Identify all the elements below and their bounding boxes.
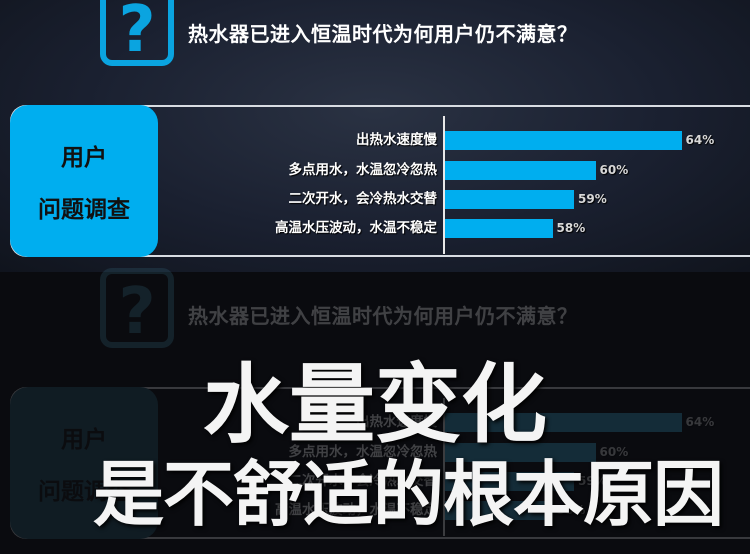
survey-label-line1: 用户 [61,145,107,171]
category-label: 二次开水，会冷热水交替 [288,191,438,207]
value-label: 58% [556,221,586,235]
faded-survey-label-line2: 问题调查 [38,479,130,505]
faded-survey-label-line1: 用户 [61,427,107,453]
faded-survey-card: ? 热水器已进入恒温时代为何用户仍不满意？ 用户 问题调查 出热水速度慢 64% 多… [0,268,750,554]
faded-chart-axis [443,398,445,536]
bar [445,190,574,209]
bar [445,472,574,491]
value-label: 60% [599,445,629,459]
category-label: 二次开水，会冷热水交替 [288,473,438,489]
category-label: 出热水速度慢 [356,132,437,148]
bar [445,501,553,520]
value-label: 60% [599,163,629,177]
faded-question-mark-icon: ? [100,268,174,349]
category-label: 高温水压波动，水温不稳定 [275,220,437,236]
bar [445,413,682,432]
value-label: 58% [556,503,586,517]
faded-title: 热水器已进入恒温时代为何用户仍不满意？ [188,304,578,328]
category-label: 多点用水，水温忽冷忽热 [288,444,438,460]
value-label: 64% [685,415,715,429]
value-label: 64% [685,133,715,147]
bar [445,443,596,462]
value-label: 59% [578,474,607,488]
category-label: 出热水速度慢 [356,414,437,430]
question-mark-icon: ? [100,0,174,67]
survey-label-line2: 问题调查 [38,197,130,223]
bar [445,219,553,238]
survey-section: ? 热水器已进入恒温时代为何用户仍不满意？ 用户 问题调查 出热水速度慢 64% 多… [0,0,750,272]
survey-card: ? 热水器已进入恒温时代为何用户仍不满意？ 用户 问题调查 出热水速度慢 64% 多… [0,0,750,272]
value-label: 59% [578,192,607,206]
bar [445,161,596,180]
survey-label-box: 用户 问题调查 [10,105,158,257]
category-label: 高温水压波动，水温不稳定 [275,502,437,518]
category-label: 多点用水，水温忽冷忽热 [288,162,438,178]
faded-survey-label-box: 用户 问题调查 [10,387,158,539]
overlay-subheadline: 是不舒适的根本原因 [92,453,724,536]
page-title: 热水器已进入恒温时代为何用户仍不满意？ [188,22,578,46]
chart-axis [443,116,445,254]
bar [445,131,682,150]
overlay-headline: 水量变化 [203,355,547,455]
